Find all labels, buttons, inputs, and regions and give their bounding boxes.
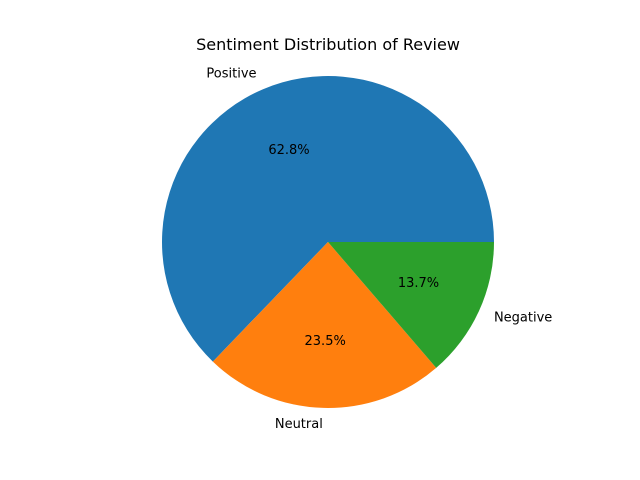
pie-slices xyxy=(162,75,494,408)
slice-label-positive: Positive xyxy=(206,66,256,81)
pct-label-positive: 62.8% xyxy=(268,143,309,158)
pct-label-negative: 13.7% xyxy=(398,276,439,291)
slice-label-negative: Negative xyxy=(494,311,552,326)
pct-label-neutral: 23.5% xyxy=(305,334,346,349)
pie-slice-neutral xyxy=(212,242,437,408)
pie-slice-negative xyxy=(328,242,494,368)
slice-label-neutral: Neutral xyxy=(275,417,323,432)
pie-slice-positive xyxy=(162,75,494,362)
pie-labels: Positive 62.8% Neutral 23.5% Negative 13.7% xyxy=(206,66,552,432)
chart-title: Sentiment Distribution of Review xyxy=(196,35,460,54)
